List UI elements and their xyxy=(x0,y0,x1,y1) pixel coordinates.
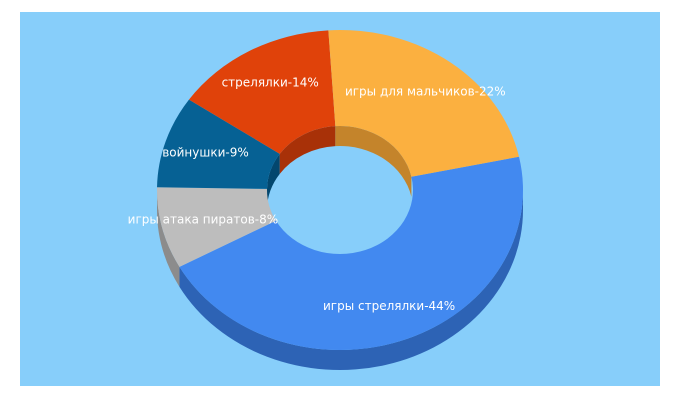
slice-3-label: войнушки-9% xyxy=(162,145,249,159)
slice-2[interactable] xyxy=(157,187,276,267)
slice-5-inner-wall xyxy=(335,126,412,197)
slice-4[interactable] xyxy=(188,30,336,154)
slice-2-side xyxy=(157,190,180,287)
donut-hole xyxy=(267,126,413,254)
slice-4-label: стрелялки-14% xyxy=(222,76,319,90)
slice-3[interactable] xyxy=(157,99,280,189)
slice-5-label: игры для мальчиков-22% xyxy=(345,85,506,99)
slice-5[interactable] xyxy=(328,29,519,177)
slice-1[interactable] xyxy=(179,156,524,351)
slice-2-label: игры атака пиратов-8% xyxy=(128,213,279,227)
slice-1-label: игры стрелялки-44% xyxy=(323,299,455,313)
slice-4-inner-wall xyxy=(279,126,336,174)
slice-3-inner-wall xyxy=(267,153,280,209)
